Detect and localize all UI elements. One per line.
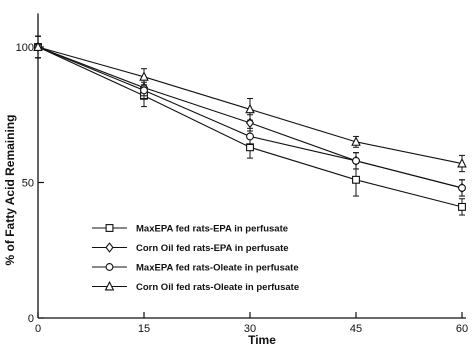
series-triangle bbox=[33, 35, 467, 173]
data-point bbox=[139, 71, 149, 81]
data-point bbox=[246, 132, 254, 141]
data-point bbox=[351, 136, 361, 146]
legend-label: Corn Oil fed rats-EPA in perfusate bbox=[136, 243, 289, 254]
legend-item: MaxEPA fed rats-EPA in perfusate bbox=[92, 224, 288, 235]
legend-marker bbox=[104, 280, 115, 291]
legend-item: Corn Oil fed rats-EPA in perfusate bbox=[92, 242, 289, 254]
y-axis-title: % of Fatty Acid Remaining bbox=[3, 115, 17, 266]
data-point bbox=[458, 183, 466, 192]
data-point bbox=[140, 86, 148, 95]
data-point bbox=[245, 103, 255, 114]
legend-marker bbox=[105, 242, 114, 253]
data-point bbox=[352, 156, 360, 165]
legend-label: MaxEPA fed rats-Oleate in perfusate bbox=[136, 263, 299, 274]
x-tick-label: 45 bbox=[350, 323, 362, 335]
legend-item: MaxEPA fed rats-Oleate in perfusate bbox=[92, 263, 299, 274]
data-point bbox=[33, 41, 43, 51]
series-layer bbox=[33, 35, 467, 216]
x-tick-label: 0 bbox=[35, 323, 41, 335]
legend-marker bbox=[105, 263, 114, 271]
data-point bbox=[458, 202, 466, 211]
legend-label: Corn Oil fed rats-Oleate in perfusate bbox=[136, 282, 299, 293]
legend: MaxEPA fed rats-EPA in perfusate Corn Oil… bbox=[92, 224, 299, 293]
x-axis-title: Time bbox=[248, 333, 276, 347]
x-tick-label: 30 bbox=[244, 323, 256, 335]
x-tick-label: 15 bbox=[138, 323, 150, 335]
y-tick-label: 50 bbox=[22, 178, 34, 190]
y-tick-label: 100 bbox=[16, 42, 34, 54]
x-tick-label: 60 bbox=[456, 323, 468, 335]
data-point bbox=[245, 117, 255, 129]
y-tick-label: 0 bbox=[28, 313, 34, 325]
data-point bbox=[457, 157, 467, 168]
legend-item: Corn Oil fed rats-Oleate in perfusate bbox=[92, 280, 299, 293]
legend-marker bbox=[105, 224, 114, 232]
legend-label: MaxEPA fed rats-EPA in perfusate bbox=[136, 224, 288, 235]
data-point bbox=[352, 175, 360, 184]
axes: 0 15 30 45 60 0 50 100 bbox=[16, 13, 468, 335]
